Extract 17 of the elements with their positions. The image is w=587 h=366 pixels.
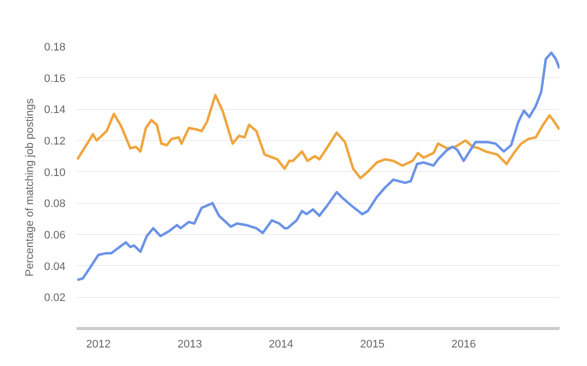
x-tick-label: 2014 <box>268 338 294 350</box>
y-tick-label: 0.04 <box>44 260 66 273</box>
y-tick-label: 0.02 <box>44 292 66 304</box>
x-tick-label: 2015 <box>360 338 385 350</box>
x-tick-label: 2012 <box>86 338 111 350</box>
x-tick-label: 2013 <box>177 338 202 350</box>
y-tick-label: 0.10 <box>44 166 66 179</box>
line-series <box>76 94 560 180</box>
y-tick-label: 0.16 <box>44 72 66 85</box>
line-series <box>76 52 560 282</box>
y-tick-label: 0.14 <box>44 104 66 116</box>
y-tick-label: 0.08 <box>44 198 66 210</box>
y-tick-label: 0.18 <box>44 42 66 54</box>
y-tick-label: 0.06 <box>44 230 66 242</box>
x-tick-label: 2016 <box>451 338 476 350</box>
y-axis-title: Percentage of matching job postings <box>24 98 36 276</box>
y-tick-label: 0.12 <box>44 136 66 148</box>
